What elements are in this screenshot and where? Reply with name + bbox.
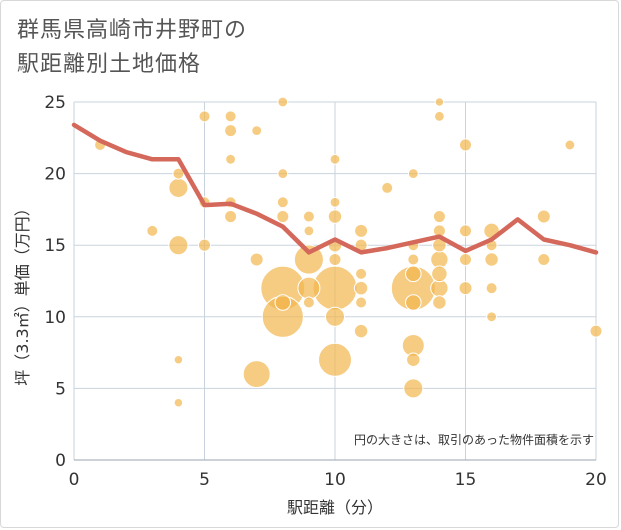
grid-lines	[73, 101, 597, 461]
x-axis-label: 駅距離（分）	[287, 498, 383, 517]
scatter-point-29	[354, 223, 369, 238]
scatter-point-66	[303, 225, 315, 237]
scatter-point-35	[276, 210, 290, 224]
scatter-point-18	[431, 265, 448, 283]
scatter-bubbles	[94, 96, 603, 408]
chart-title-line-2: 駅距離別土地価格	[17, 52, 202, 77]
axis-ticks: 0 5 10 15 20 0 5 10 15 20 25	[44, 93, 606, 490]
y-tick-label-0: 0	[55, 451, 66, 471]
scatter-point-55	[355, 267, 368, 280]
size-annotation: 円の大きさは、取引のあった物件面積を示す	[354, 432, 594, 447]
scatter-point-72	[564, 139, 576, 151]
scatter-point-27	[484, 252, 499, 267]
scatter-point-10	[168, 235, 189, 256]
scatter-point-32	[197, 238, 212, 252]
scatter-point-16	[405, 265, 422, 283]
scatter-point-42	[458, 252, 473, 267]
scatter-point-33	[224, 124, 238, 138]
scatter-point-56	[355, 296, 368, 309]
scatter-point-46	[146, 224, 159, 237]
trend-line-group	[71, 122, 599, 255]
scatter-point-36	[328, 252, 342, 267]
scatter-point-44	[589, 324, 603, 338]
scatter-point-61	[485, 282, 498, 295]
x-tick-label-4: 20	[585, 470, 607, 490]
scatter-point-41	[458, 224, 473, 238]
scatter-point-59	[407, 253, 420, 266]
scatter-point-15	[274, 294, 292, 311]
x-tick-label-0: 0	[69, 470, 80, 490]
scatter-point-53	[302, 210, 315, 223]
scatter-point-31	[536, 209, 551, 224]
scatter-point-48	[198, 110, 211, 123]
scatter-point-6	[242, 360, 271, 389]
scatter-point-54	[302, 296, 315, 309]
y-tick-label-4: 20	[44, 165, 66, 185]
scatter-point-4	[318, 342, 352, 377]
scatter-point-71	[486, 311, 498, 323]
scatter-point-24	[406, 352, 421, 367]
chart-title: 群馬県高崎市井野町の 駅距離別土地価格	[17, 14, 247, 82]
scatter-point-43	[537, 252, 551, 267]
scatter-point-50	[224, 110, 237, 123]
scatter-point-70	[433, 110, 445, 122]
y-tick-label-3: 15	[44, 236, 66, 256]
scatter-point-65	[277, 168, 289, 180]
x-tick-label-2: 10	[324, 470, 346, 490]
scatter-point-23	[353, 323, 369, 339]
scatter-point-52	[276, 196, 289, 209]
scatter-point-12	[403, 378, 424, 399]
x-tick-label-3: 15	[455, 470, 477, 490]
y-tick-label-1: 5	[55, 379, 66, 399]
scatter-point-22	[353, 280, 369, 296]
scatter-point-26	[432, 295, 447, 310]
scatter-point-62	[225, 153, 237, 165]
scatter-point-30	[458, 281, 473, 296]
scatter-point-40	[458, 138, 473, 152]
scatter-point-73	[173, 354, 184, 365]
y-axis-label: 坪（3.3㎡）単価（万円）	[13, 200, 32, 385]
scatter-point-57	[381, 181, 394, 194]
scatter-point-17	[405, 294, 422, 311]
scatter-point-34	[224, 210, 238, 224]
scatter-point-11	[324, 306, 346, 327]
scatter-point-75	[434, 97, 445, 107]
y-tick-label-5: 25	[44, 93, 66, 113]
scatter-point-64	[277, 96, 289, 108]
trend-line	[71, 122, 599, 255]
scatter-point-67	[329, 153, 341, 165]
scatter-point-28	[249, 252, 264, 267]
scatter-point-7	[297, 276, 321, 300]
scatter-point-47	[172, 167, 185, 180]
chart-title-line-1: 群馬県高崎市井野町の	[17, 18, 248, 43]
scatter-point-9	[168, 177, 189, 198]
scatter-point-20	[327, 209, 343, 224]
scatter-point-5	[293, 244, 324, 275]
scatter-point-74	[173, 397, 184, 408]
scatter-point-68	[329, 196, 341, 208]
y-tick-label-2: 10	[44, 308, 66, 328]
scatter-point-69	[407, 168, 419, 180]
scatter-point-63	[251, 125, 263, 137]
x-tick-label-1: 5	[199, 470, 210, 490]
scatter-point-38	[432, 210, 446, 224]
